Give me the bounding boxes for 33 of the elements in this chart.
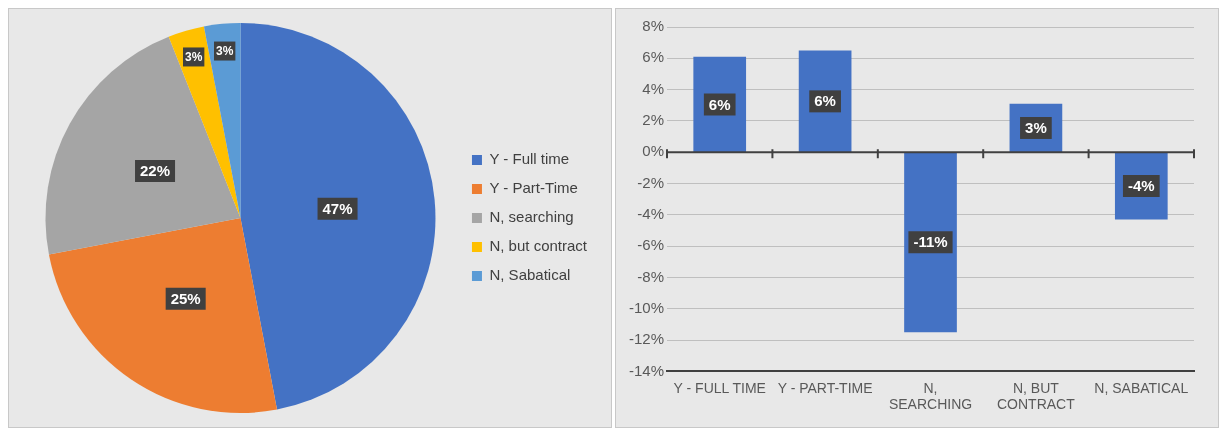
bar	[904, 152, 957, 333]
legend-label: N, but contract	[489, 237, 588, 255]
data-label: 3%	[185, 50, 203, 65]
data-label: 6%	[708, 95, 731, 113]
x-tick-label: N, BUT CONTRACT	[997, 379, 1076, 413]
y-tick-label: -8%	[637, 267, 665, 285]
y-tick-label: 6%	[642, 48, 665, 66]
y-tick-label: -10%	[628, 298, 665, 316]
data-label: 47%	[322, 199, 353, 217]
legend-label: N, searching	[489, 208, 574, 226]
x-tick-label: Y - PART-TIME	[777, 379, 873, 396]
y-tick-label: -14%	[628, 361, 665, 379]
data-label: -4%	[1127, 177, 1155, 195]
x-tick-label: Y - FULL TIME	[673, 379, 766, 396]
y-tick-label: 0%	[642, 142, 665, 160]
data-label: 25%	[170, 289, 201, 307]
data-label: 3%	[216, 44, 234, 59]
data-label: 6%	[814, 92, 836, 110]
x-tick-label: N, SEARCHING	[888, 379, 973, 413]
y-tick-label: 4%	[642, 79, 665, 97]
y-tick-label: -6%	[637, 236, 665, 254]
y-tick-label: 8%	[642, 17, 665, 35]
x-tick-label: N, SABATICAL	[1094, 379, 1189, 396]
data-label: 3%	[1025, 119, 1047, 137]
data-label: 22%	[140, 162, 171, 180]
legend-label: Y - Part-Time	[489, 179, 578, 197]
y-tick-label: -4%	[637, 205, 665, 222]
data-label: -11%	[913, 233, 948, 251]
y-tick-label: 2%	[642, 111, 665, 129]
legend-label: Y - Full time	[489, 150, 570, 168]
y-tick-label: -12%	[628, 330, 665, 348]
y-tick-label: -2%	[637, 173, 665, 191]
legend-label: N, Sabatical	[489, 266, 571, 284]
